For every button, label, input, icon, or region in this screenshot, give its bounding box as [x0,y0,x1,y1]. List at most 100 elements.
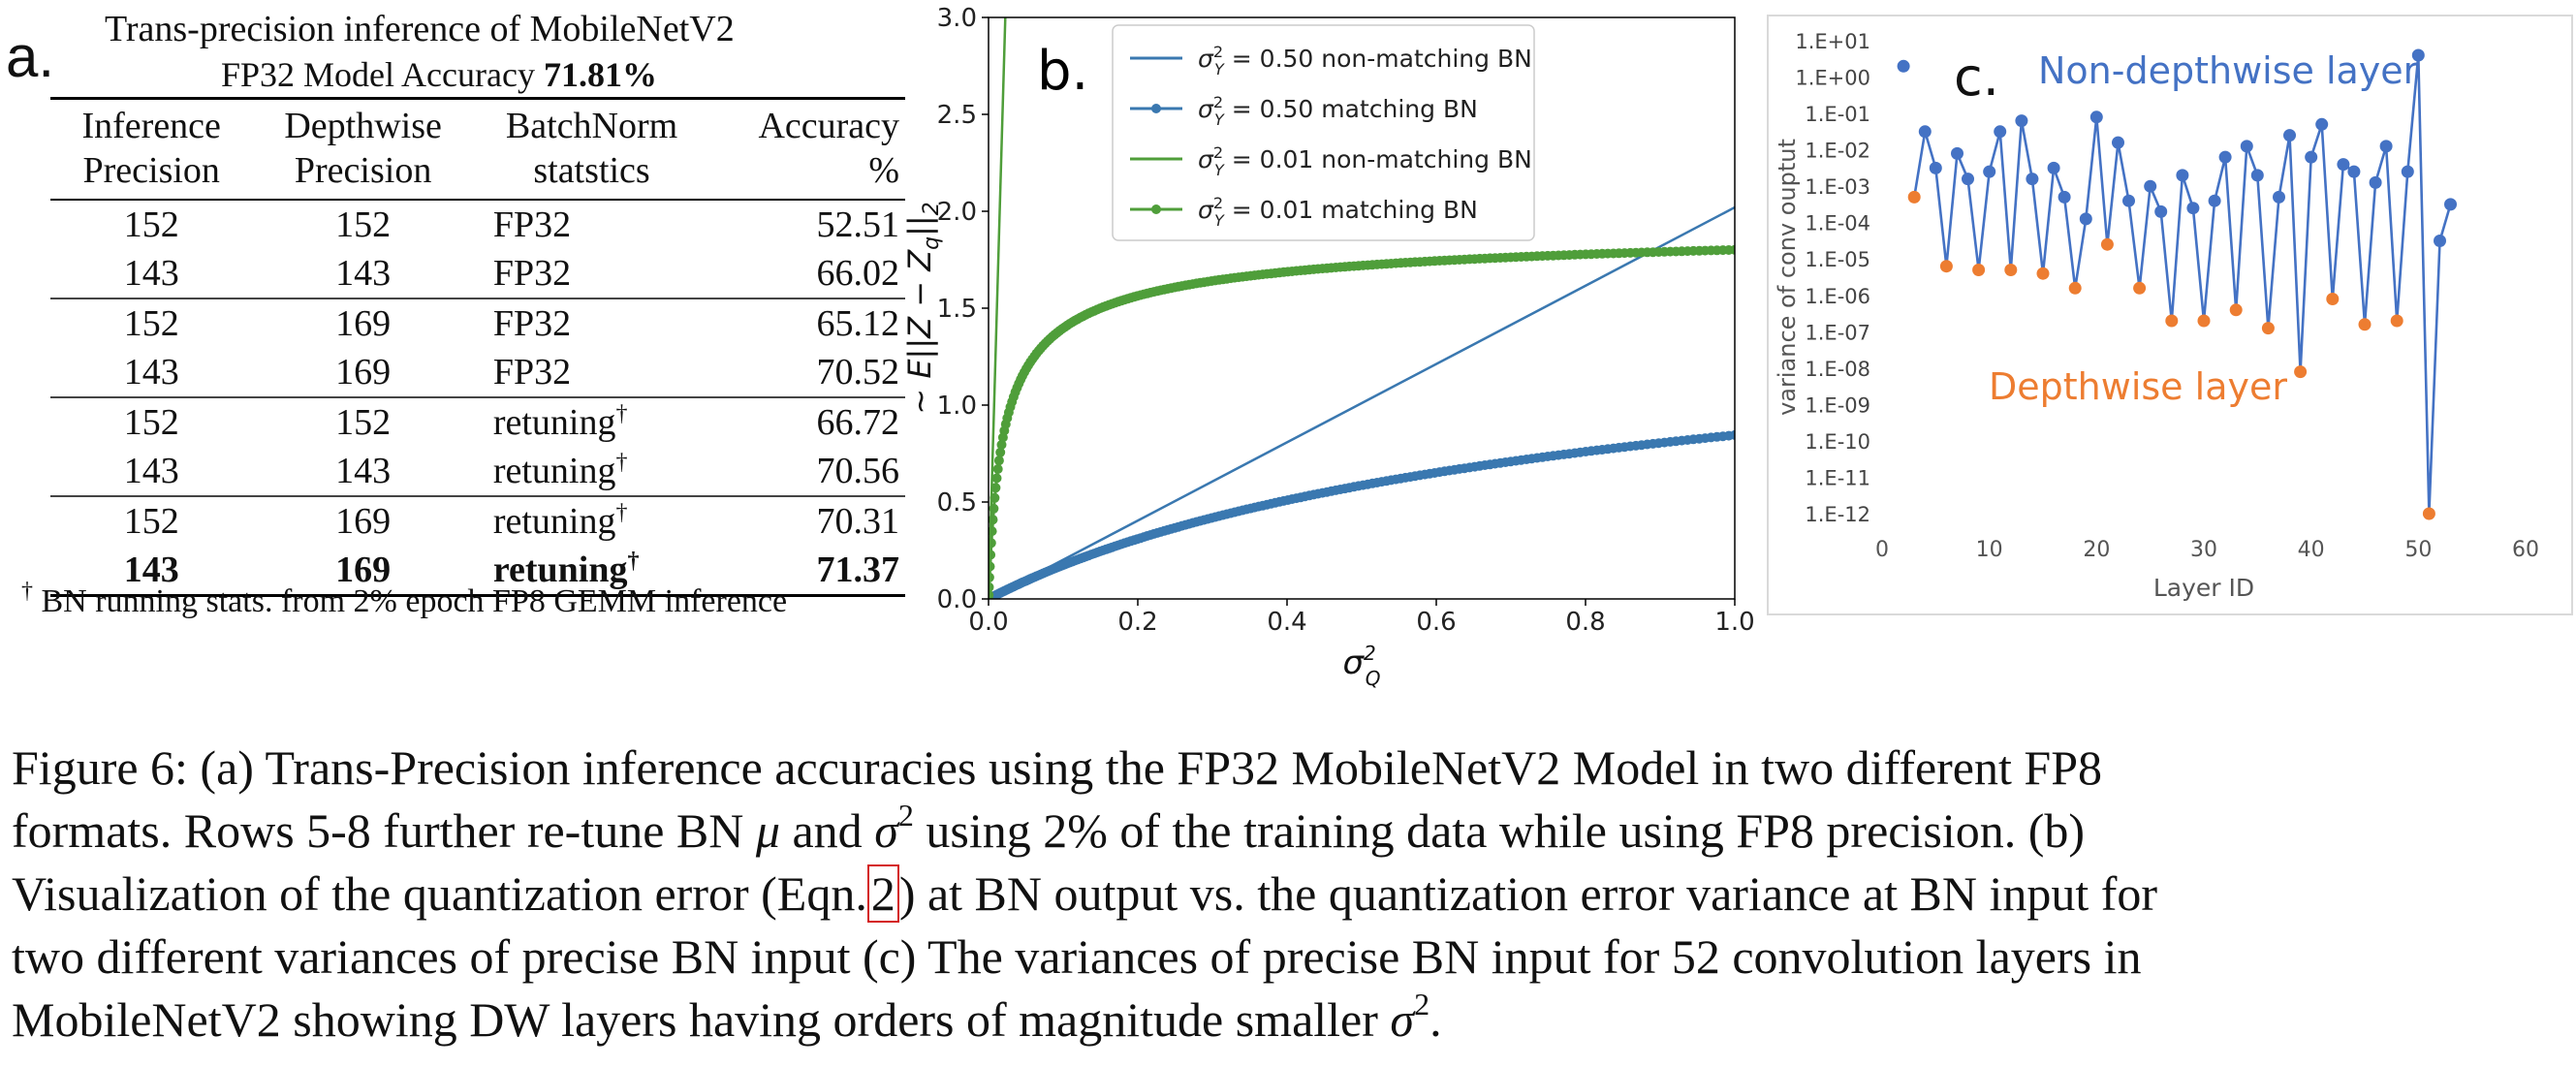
non-depthwise-point [2208,194,2221,207]
non-depthwise-annotation: Non-depthwise layer [2038,49,2419,92]
caption-line-1: Figure 6: (a) Trans-Precision inference … [12,740,2103,795]
non-depthwise-point [2047,161,2060,174]
cell-inference-precision: 143 [123,253,179,294]
cell-depthwise-precision: 169 [252,495,474,546]
x-tick-label: 0.6 [1416,608,1456,637]
series-line-0 [989,205,1735,599]
non-depthwise-point [2154,204,2168,218]
cell-accuracy: 65.12 [709,298,905,348]
non-depthwise-point [2444,198,2457,211]
cell-batchnorm-stats: FP32 [473,298,710,348]
panel-b-chart: b. 0.0 0.2 0.4 0.6 0.8 1.0 0.0 0.5 1.0 1.5 2.0 2.5 3.… [892,0,1764,698]
non-depthwise-point [2176,169,2189,182]
cell-depthwise-precision: 152 [252,396,474,447]
dagger-mark: † [627,549,640,574]
cell-accuracy: 52.51 [816,204,900,245]
data-point [989,589,994,599]
data-point [989,581,994,592]
cell-batchnorm-stats: retuning† [473,495,710,546]
non-depthwise-point [1951,146,1963,160]
table-subtitle: FP32 Model Accuracy 71.81% [221,54,657,95]
non-depthwise-point [2347,165,2361,178]
caption-line-3: Visualization of the quantization error … [12,864,2158,923]
non-depthwise-point [2369,175,2382,189]
chart-legend: σ2 Y = 0.50 non-matching BN σ2 Y = 0.50 mat… [1112,24,1535,241]
caption-line-5: MobileNetV2 showing DW layers having ord… [12,987,1442,1047]
non-depthwise-point [1994,125,2007,139]
non-depthwise-point [2240,140,2253,153]
dagger-mark: † [615,450,628,475]
cell-accuracy: 70.31 [709,495,905,546]
x-tick-label: 0.0 [968,608,1008,637]
cell-inference-precision: 143 [123,451,179,491]
cell-depthwise-precision: 169 [252,546,474,597]
y-tick-label: 1.0 [937,392,977,421]
x-tick-label: 1.0 [1714,608,1754,637]
y-tick-label: 1.E-10 [1805,430,1870,454]
legend-label-1: σ2 Y = 0.50 matching BN [1198,93,1478,129]
y-tick-label: 1.E-09 [1805,393,1870,417]
depthwise-point [2133,281,2147,295]
data-point [996,439,1007,450]
non-depthwise-point [1983,165,1996,178]
cell-batchnorm-stats: retuning† [473,546,710,597]
data-point [990,492,1000,503]
fp32-accuracy-value: 71.81% [543,55,657,94]
table-row: 152 169 FP32 65.12 [50,298,905,348]
y-tick-label: 1.E+01 [1795,30,1870,53]
non-depthwise-point [2112,136,2124,149]
y-tick-label: 1.E-04 [1805,212,1870,236]
table-row: 143 169 FP32 70.52 [50,348,905,397]
caption-line-2: formats. Rows 5-8 further re-tune BN μ a… [12,798,2086,858]
header-inference-precision: Inference Precision [50,97,253,201]
accuracy-table-body: 152 152 FP32 52.51 143 143 FP32 66.02 152 169 FP32… [50,200,905,597]
depthwise-point [2390,314,2403,328]
sigma-symbol: σ [1390,992,1415,1047]
panel-a-letter: a. [6,24,55,89]
non-depthwise-point [2026,173,2039,186]
panel-c-chart: 1.E-12 1.E-11 1.E-10 1.E-09 1.E-08 1.E-07 1.E-… [1764,0,2576,620]
data-point [989,550,996,560]
table-row: 152 169 retuning† 70.31 [50,495,905,546]
x-tick-label: 10 [1976,538,2003,562]
y-tick-label: 1.E-06 [1805,285,1870,308]
x-tick-label: 50 [2404,538,2432,562]
y-axis-label: ~ E||Z − Zq||2 [901,202,944,414]
legend-label-2: σ2 Y = 0.01 non-matching BN [1198,143,1532,179]
data-point [1730,244,1735,255]
figure-caption: Figure 6: (a) Trans-Precision inference … [12,737,2570,1052]
cell-batchnorm-stats: FP32 [492,253,572,294]
x-tick-label: 0.8 [1565,608,1605,637]
y-tick-label: 1.E-12 [1805,503,1870,526]
cell-depthwise-precision: 152 [335,204,392,245]
non-depthwise-point [2186,202,2200,215]
non-depthwise-point [1929,161,1942,174]
depthwise-point [1939,260,1953,273]
x-tick-label: 20 [2083,538,2110,562]
depthwise-point [2229,303,2243,317]
y-tick-label: 2.5 [937,101,977,130]
non-depthwise-point [2015,114,2028,128]
x-tick-label: 30 [2190,538,2217,562]
header-depthwise-precision: Depthwise Precision [252,97,474,201]
cell-depthwise-precision: 143 [335,253,392,294]
y-tick-label: 1.E-01 [1805,103,1870,126]
table-row: 152 152 retuning† 66.72 [50,396,905,447]
cell-accuracy: 70.52 [816,352,900,393]
caption-line-4: two different variances of precise BN in… [12,929,2142,984]
equation-reference-link[interactable]: 2 [866,864,899,923]
depthwise-point [1972,264,1986,276]
data-point [993,455,1004,466]
y-tick-label: 0.5 [937,488,977,518]
cell-depthwise-precision: 169 [252,298,474,348]
table-row: 152 152 FP32 52.51 [50,200,905,249]
depthwise-point [2261,322,2275,335]
non-depthwise-point [2218,150,2232,164]
table-title: Trans-precision inference of MobileNetV2 [105,9,735,49]
cell-inference-precision: 152 [123,204,179,245]
y-tick-label: 1.E-07 [1805,321,1870,344]
depthwise-point [2100,237,2114,251]
cell-depthwise-precision: 143 [335,451,392,491]
header-batchnorm-statistics: BatchNorm statstics [473,97,710,201]
depthwise-point [2036,267,2050,280]
